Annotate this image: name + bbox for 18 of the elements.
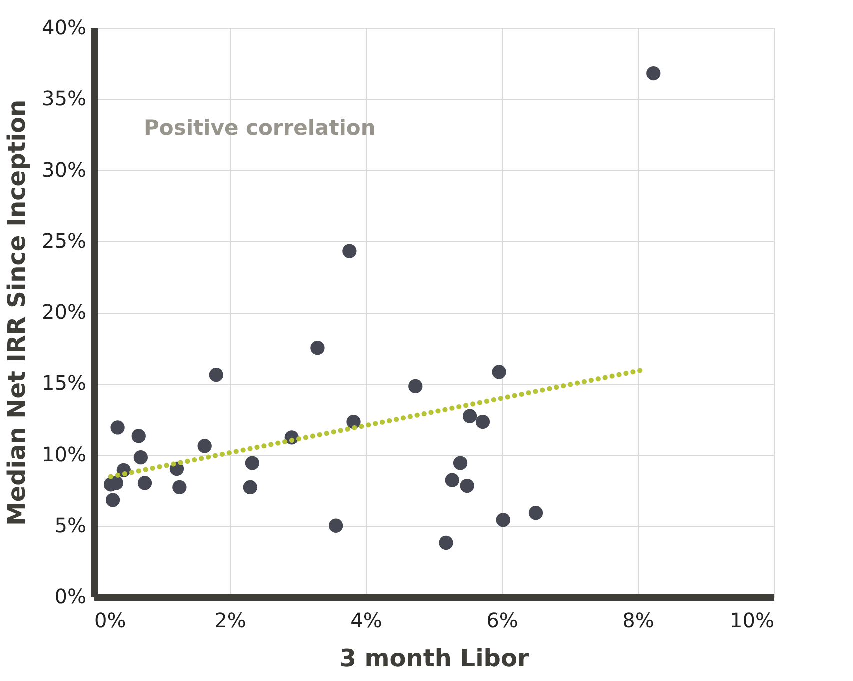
x-tick-label: 8% — [622, 608, 654, 632]
y-tick-label: 30% — [42, 158, 86, 182]
y-tick-label: 0% — [54, 584, 86, 608]
x-axis-title: 3 month Libor — [340, 644, 530, 672]
x-tick-label: 10% — [730, 608, 774, 632]
x-tick-label: 0% — [94, 608, 126, 632]
annotation: Positive correlation — [144, 116, 376, 140]
y-tick-label: 40% — [42, 16, 86, 40]
x-tick-label: 2% — [214, 608, 246, 632]
y-axis-title: Median Net IRR Since Inception — [3, 100, 32, 526]
y-tick-label: 25% — [42, 228, 86, 253]
y-tick-label: 10% — [42, 442, 86, 466]
y-tick-label: 5% — [54, 513, 86, 538]
y-tick-label: 15% — [42, 371, 86, 396]
x-tick-label: 6% — [486, 608, 518, 632]
y-tick-label: 35% — [42, 86, 86, 111]
y-tick-label: 20% — [42, 300, 86, 324]
x-tick-label: 4% — [350, 608, 382, 632]
